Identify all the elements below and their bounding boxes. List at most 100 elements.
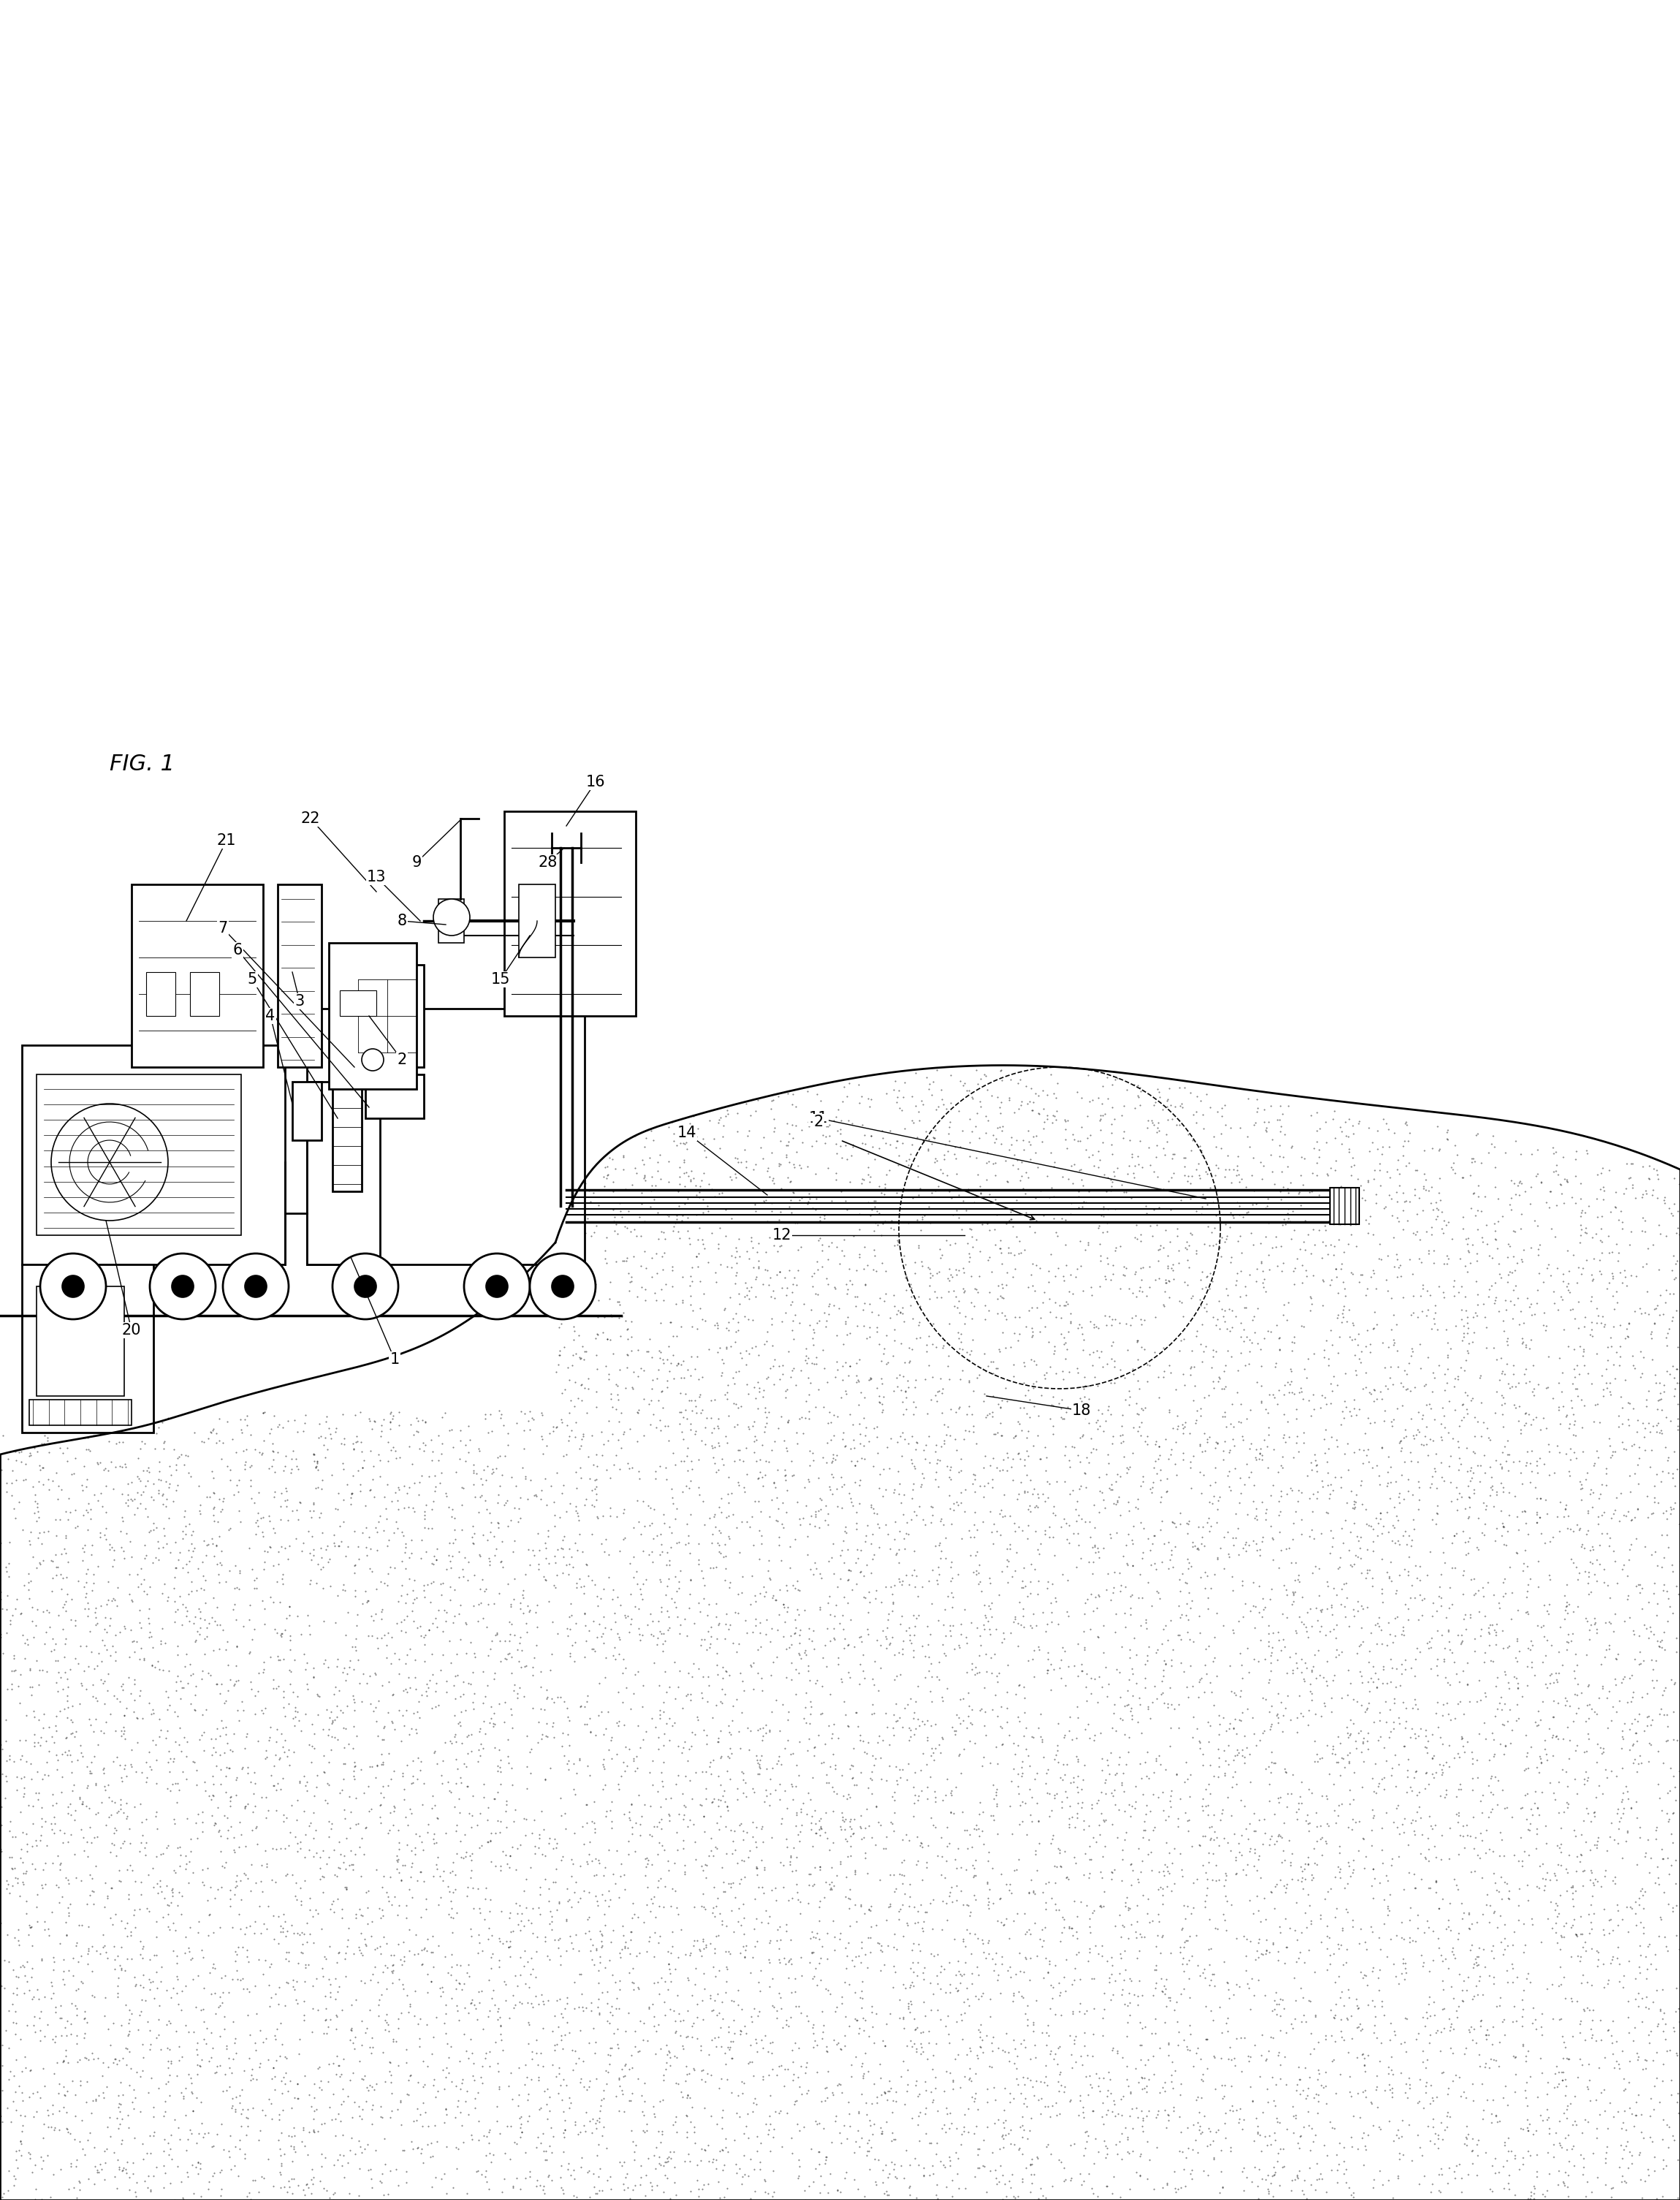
Point (1289, 1474, 1315, 1509)
Point (1010, 1597, 1037, 1632)
Point (497, 1751, 524, 1786)
Point (1640, 1173, 1667, 1208)
Point (1149, 1918, 1176, 1954)
Point (717, 1982, 744, 2017)
Point (953, 1619, 979, 1654)
Point (741, 1912, 768, 1947)
Point (228, 1415, 255, 1450)
Point (926, 1602, 953, 1637)
Point (937, 1617, 964, 1652)
Point (973, 2174, 1000, 2200)
Point (87, 1643, 114, 1679)
Point (959, 1848, 986, 1883)
Point (1154, 1848, 1181, 1883)
Point (1537, 1883, 1564, 1918)
Point (1252, 1393, 1278, 1428)
Point (1205, 1749, 1231, 1784)
Point (922, 2059, 949, 2094)
Point (1255, 1615, 1282, 1650)
Point (1576, 1544, 1603, 1580)
Point (669, 1203, 696, 1239)
Point (323, 1415, 349, 1450)
Point (1557, 1624, 1584, 1659)
Point (791, 1690, 818, 1725)
Point (1016, 1399, 1043, 1434)
Point (1018, 1861, 1045, 1896)
Point (1336, 1135, 1362, 1170)
Point (672, 2064, 699, 2099)
Point (15, 1907, 42, 1943)
Point (1045, 1745, 1072, 1780)
Point (1399, 1503, 1426, 1538)
Point (166, 2044, 193, 2079)
Point (1556, 1329, 1583, 1364)
Point (662, 1588, 689, 1624)
Point (1235, 1527, 1262, 1562)
Point (561, 1991, 588, 2026)
Point (222, 1778, 249, 1813)
Point (1215, 1137, 1242, 1173)
Point (52, 1536, 79, 1571)
Point (596, 1461, 623, 1496)
Point (417, 1584, 444, 1619)
Point (497, 2055, 524, 2090)
Point (12, 1883, 39, 1918)
Point (1478, 2105, 1505, 2141)
Point (1275, 1775, 1302, 1811)
Point (1277, 1703, 1304, 1738)
Point (1342, 1230, 1369, 1265)
Point (1578, 1575, 1604, 1610)
Point (580, 1804, 606, 1839)
Point (1599, 1258, 1626, 1294)
Point (1267, 1129, 1294, 1164)
Point (131, 1527, 158, 1562)
Point (774, 1883, 801, 1918)
Point (951, 1995, 978, 2031)
Point (763, 1923, 790, 1958)
Point (622, 1588, 648, 1624)
Point (892, 1272, 919, 1307)
Point (1591, 1309, 1618, 1344)
Point (475, 2114, 502, 2149)
Point (1435, 1324, 1462, 1360)
Point (1534, 2092, 1561, 2127)
Point (151, 2083, 178, 2119)
Point (494, 1483, 521, 1518)
Point (521, 1828, 548, 1863)
Point (249, 1692, 276, 1727)
Point (1163, 2171, 1189, 2200)
Point (1016, 1494, 1043, 1529)
Point (370, 1892, 396, 1927)
Point (741, 1423, 768, 1459)
Point (524, 2048, 551, 2083)
Point (1494, 1346, 1520, 1382)
Point (1179, 1698, 1206, 1734)
Point (1243, 1498, 1270, 1533)
Point (1593, 1604, 1620, 1639)
Point (580, 1214, 606, 1250)
Point (1354, 1164, 1381, 1199)
Point (1505, 1166, 1532, 1201)
Point (632, 1850, 659, 1885)
Point (286, 2081, 312, 2116)
Point (289, 1927, 316, 1962)
Point (924, 1280, 951, 1316)
Point (1425, 1921, 1452, 1956)
Point (1420, 1943, 1446, 1978)
Point (606, 1287, 633, 1322)
Point (269, 1914, 296, 1949)
Point (12, 1723, 39, 1758)
Point (230, 1692, 257, 1727)
Point (743, 1382, 769, 1417)
Point (102, 1681, 129, 1716)
Point (360, 2092, 386, 2127)
Point (848, 1973, 875, 2009)
Point (1050, 1960, 1077, 1995)
Point (973, 1144, 1000, 1179)
Point (1203, 1307, 1230, 1342)
Point (1663, 1723, 1680, 1758)
Point (753, 1399, 780, 1434)
Point (1173, 1140, 1200, 1175)
Point (1163, 1509, 1189, 1544)
Point (932, 1223, 959, 1258)
